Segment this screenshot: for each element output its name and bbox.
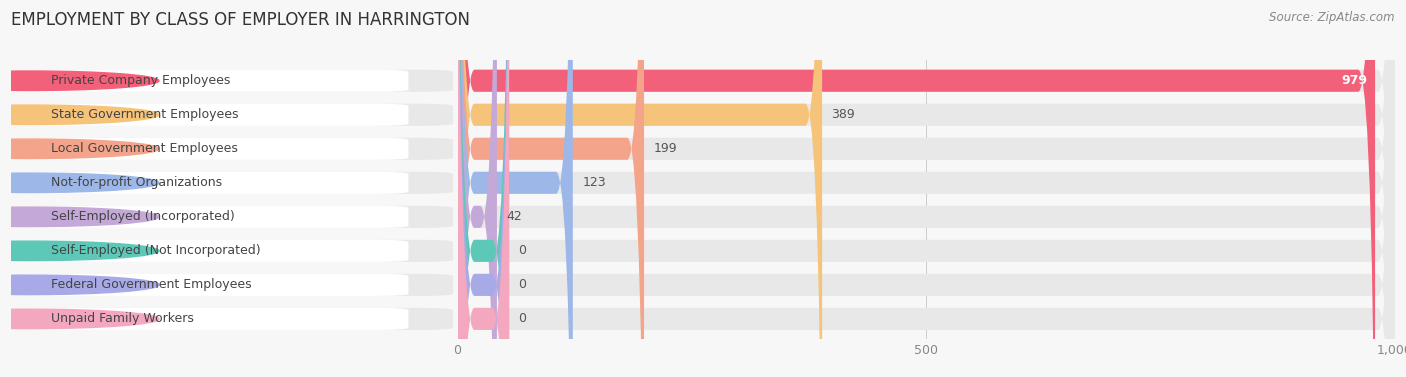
- Text: 199: 199: [654, 142, 678, 155]
- FancyBboxPatch shape: [457, 0, 1395, 377]
- FancyBboxPatch shape: [15, 138, 453, 160]
- FancyBboxPatch shape: [15, 172, 453, 194]
- FancyBboxPatch shape: [457, 0, 509, 377]
- Circle shape: [0, 309, 159, 329]
- Text: 979: 979: [1341, 74, 1368, 87]
- FancyBboxPatch shape: [15, 240, 453, 262]
- Text: 123: 123: [582, 176, 606, 189]
- Text: Federal Government Employees: Federal Government Employees: [52, 278, 252, 291]
- Text: Not-for-profit Organizations: Not-for-profit Organizations: [52, 176, 222, 189]
- Text: Self-Employed (Not Incorporated): Self-Employed (Not Incorporated): [52, 244, 262, 257]
- Circle shape: [0, 173, 159, 193]
- Text: EMPLOYMENT BY CLASS OF EMPLOYER IN HARRINGTON: EMPLOYMENT BY CLASS OF EMPLOYER IN HARRI…: [11, 11, 470, 29]
- FancyBboxPatch shape: [15, 274, 409, 296]
- FancyBboxPatch shape: [15, 172, 409, 194]
- Text: Private Company Employees: Private Company Employees: [52, 74, 231, 87]
- Text: 0: 0: [519, 244, 526, 257]
- Text: 389: 389: [831, 108, 855, 121]
- Text: 0: 0: [519, 278, 526, 291]
- Text: 42: 42: [506, 210, 522, 223]
- FancyBboxPatch shape: [457, 0, 572, 377]
- FancyBboxPatch shape: [457, 0, 1395, 377]
- Text: Self-Employed (Incorporated): Self-Employed (Incorporated): [52, 210, 235, 223]
- Circle shape: [0, 139, 159, 158]
- Circle shape: [0, 241, 159, 261]
- FancyBboxPatch shape: [15, 206, 409, 228]
- FancyBboxPatch shape: [457, 0, 823, 377]
- FancyBboxPatch shape: [15, 206, 453, 228]
- FancyBboxPatch shape: [15, 138, 409, 160]
- FancyBboxPatch shape: [457, 0, 509, 377]
- FancyBboxPatch shape: [457, 0, 1395, 377]
- FancyBboxPatch shape: [457, 0, 496, 377]
- FancyBboxPatch shape: [457, 0, 1375, 377]
- Text: Local Government Employees: Local Government Employees: [52, 142, 238, 155]
- Circle shape: [0, 275, 159, 294]
- FancyBboxPatch shape: [15, 104, 409, 126]
- FancyBboxPatch shape: [15, 70, 409, 92]
- FancyBboxPatch shape: [457, 0, 1395, 377]
- Text: Source: ZipAtlas.com: Source: ZipAtlas.com: [1270, 11, 1395, 24]
- FancyBboxPatch shape: [15, 308, 409, 330]
- FancyBboxPatch shape: [457, 0, 1395, 377]
- Text: 0: 0: [519, 313, 526, 325]
- FancyBboxPatch shape: [15, 240, 409, 262]
- FancyBboxPatch shape: [15, 70, 453, 92]
- FancyBboxPatch shape: [457, 0, 509, 377]
- FancyBboxPatch shape: [15, 104, 453, 126]
- Circle shape: [0, 207, 159, 227]
- Circle shape: [0, 71, 159, 90]
- FancyBboxPatch shape: [15, 274, 453, 296]
- FancyBboxPatch shape: [457, 0, 1395, 377]
- Text: State Government Employees: State Government Employees: [52, 108, 239, 121]
- FancyBboxPatch shape: [457, 0, 644, 377]
- FancyBboxPatch shape: [457, 0, 1395, 377]
- FancyBboxPatch shape: [457, 0, 1395, 377]
- Circle shape: [0, 105, 159, 124]
- FancyBboxPatch shape: [15, 308, 453, 330]
- Text: Unpaid Family Workers: Unpaid Family Workers: [52, 313, 194, 325]
